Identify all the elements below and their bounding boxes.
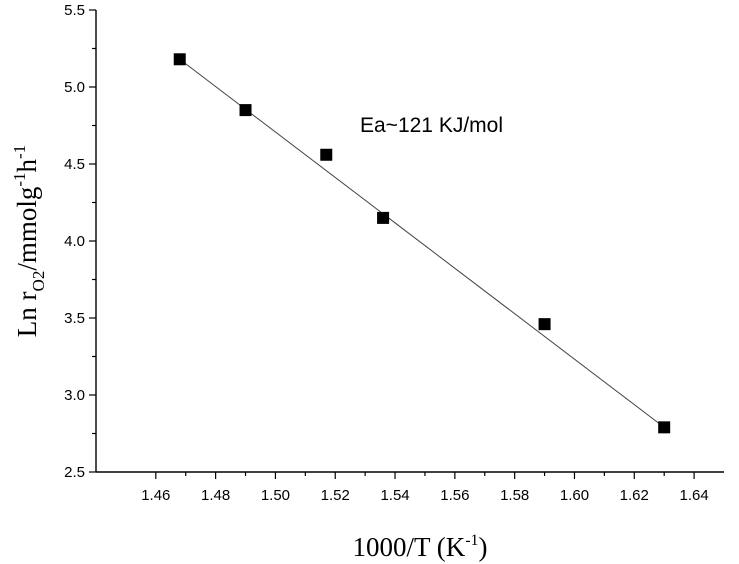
data-point xyxy=(320,148,333,161)
y-tick-label: 5.5 xyxy=(64,2,85,19)
y-axis-title-sub: O2 xyxy=(29,271,48,292)
x-tick-label: 1.46 xyxy=(141,487,170,504)
y-tick-label: 3.0 xyxy=(64,387,85,404)
y-tick-label: 4.5 xyxy=(64,156,85,173)
plot-area xyxy=(95,10,724,473)
y-tick-label: 3.5 xyxy=(64,310,85,327)
activation-energy-annotation: Ea~121 KJ/mol xyxy=(360,114,503,137)
x-ticks: 1.46 1.48 1.50 1.52 1.54 1.56 1.58 1.60 1.62 1.64 xyxy=(141,472,709,504)
x-tick-label: 1.58 xyxy=(500,487,529,504)
x-tick-label: 1.56 xyxy=(440,487,469,504)
y-tick-label: 4.0 xyxy=(64,233,85,250)
x-axis-title-sup: -1 xyxy=(465,532,478,549)
fit-line-group xyxy=(179,58,665,428)
x-tick-label: 1.62 xyxy=(620,487,649,504)
x-tick-label: 1.50 xyxy=(261,487,290,504)
data-point xyxy=(538,318,551,331)
x-tick-label: 1.48 xyxy=(201,487,230,504)
y-axis-title-sup2: -1 xyxy=(10,145,29,159)
y-tick-label: 5.0 xyxy=(64,79,85,96)
x-axis-title: 1000/T (K-1) xyxy=(352,532,487,562)
x-tick-label: 1.60 xyxy=(560,487,589,504)
y-tick-label: 2.5 xyxy=(64,464,85,481)
data-point xyxy=(173,53,186,66)
y-axis-title-h: h xyxy=(12,158,42,172)
x-tick-label: 1.64 xyxy=(679,487,708,504)
y-ticks: 2.5 3.0 3.5 4.0 4.5 5.0 5.5 xyxy=(64,2,96,481)
x-tick-label: 1.54 xyxy=(380,487,409,504)
data-point xyxy=(658,421,671,434)
data-points xyxy=(173,53,671,434)
y-axis-title: Ln rO2/mmolg-1h-1 xyxy=(10,145,48,337)
data-point xyxy=(377,211,390,224)
linear-fit-line xyxy=(179,58,665,428)
x-axis-title-close: ) xyxy=(479,532,488,562)
data-point xyxy=(239,104,252,117)
y-axis-title-unit: /mmolg xyxy=(12,187,42,271)
x-tick-label: 1.52 xyxy=(321,487,350,504)
y-axis-title-sup1: -1 xyxy=(10,172,29,186)
